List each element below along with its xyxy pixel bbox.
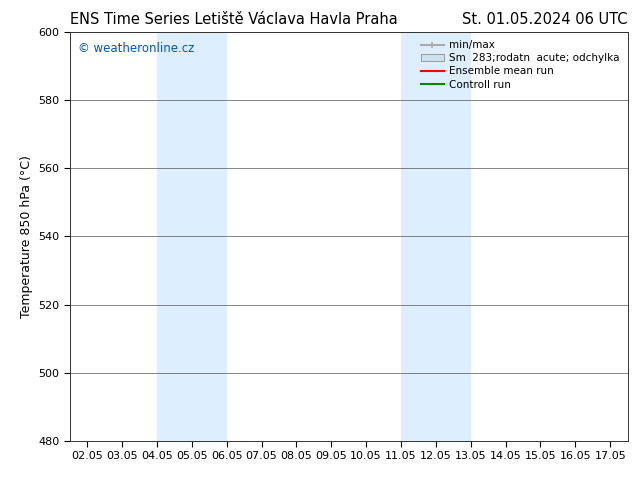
Text: © weatheronline.cz: © weatheronline.cz <box>78 42 195 55</box>
Bar <box>157 32 226 441</box>
Legend: min/max, Sm  283;rodatn  acute; odchylka, Ensemble mean run, Controll run: min/max, Sm 283;rodatn acute; odchylka, … <box>418 37 623 93</box>
Text: St. 01.05.2024 06 UTC: St. 01.05.2024 06 UTC <box>462 12 628 27</box>
Text: ENS Time Series Letiště Václava Havla Praha: ENS Time Series Letiště Václava Havla Pr… <box>70 12 398 27</box>
Bar <box>401 32 470 441</box>
Y-axis label: Temperature 850 hPa (°C): Temperature 850 hPa (°C) <box>20 155 32 318</box>
